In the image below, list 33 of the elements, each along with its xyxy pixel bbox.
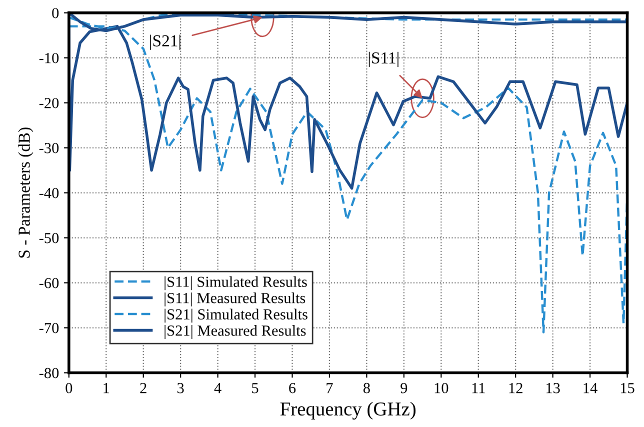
- y-tick-label: -60: [39, 278, 59, 288]
- x-tick-label: 10: [434, 382, 448, 394]
- y-tick-label: -30: [39, 142, 59, 154]
- y-tick-label: -20: [39, 98, 59, 108]
- y-tick-label: -70: [39, 322, 59, 334]
- x-tick-label: 9: [400, 382, 408, 394]
- x-tick-label: 12: [509, 382, 522, 394]
- legend-label: |S11| Measured Results: [164, 292, 306, 306]
- x-tick-label: 15: [620, 383, 634, 394]
- legend-label: |S21| Simulated Results: [164, 308, 308, 323]
- x-tick-label: 11: [472, 383, 485, 394]
- legend-label: |S21| Measured Results: [164, 325, 306, 339]
- legend-label: |S11| Simulated Results: [164, 276, 307, 290]
- x-tick-label: 5: [252, 383, 258, 394]
- y-tick-label: 0: [52, 8, 59, 18]
- y-tick-label: -40: [39, 188, 59, 198]
- x-tick-label: 4: [214, 383, 222, 394]
- y-tick-label: -10: [39, 52, 59, 64]
- x-tick-label: 3: [177, 382, 184, 394]
- x-tick-label: 7: [326, 383, 333, 394]
- x-tick-label: 8: [363, 382, 370, 394]
- y-axis-title: S - Parameters (dB): [18, 128, 34, 258]
- x-tick-label: 6: [289, 382, 296, 394]
- x-tick-label: 13: [546, 382, 560, 394]
- x-tick-label: 0: [66, 382, 72, 394]
- annotation: |S11|: [368, 52, 398, 67]
- annotation: |S21|: [150, 34, 180, 50]
- x-tick-label: 2: [140, 382, 146, 394]
- y-tick-label: -80: [39, 368, 59, 378]
- x-axis-title: Frequency (GHz): [280, 402, 416, 420]
- y-tick-label: -50: [39, 232, 59, 244]
- x-tick-label: 1: [104, 383, 110, 394]
- x-tick-label: 14: [584, 383, 598, 394]
